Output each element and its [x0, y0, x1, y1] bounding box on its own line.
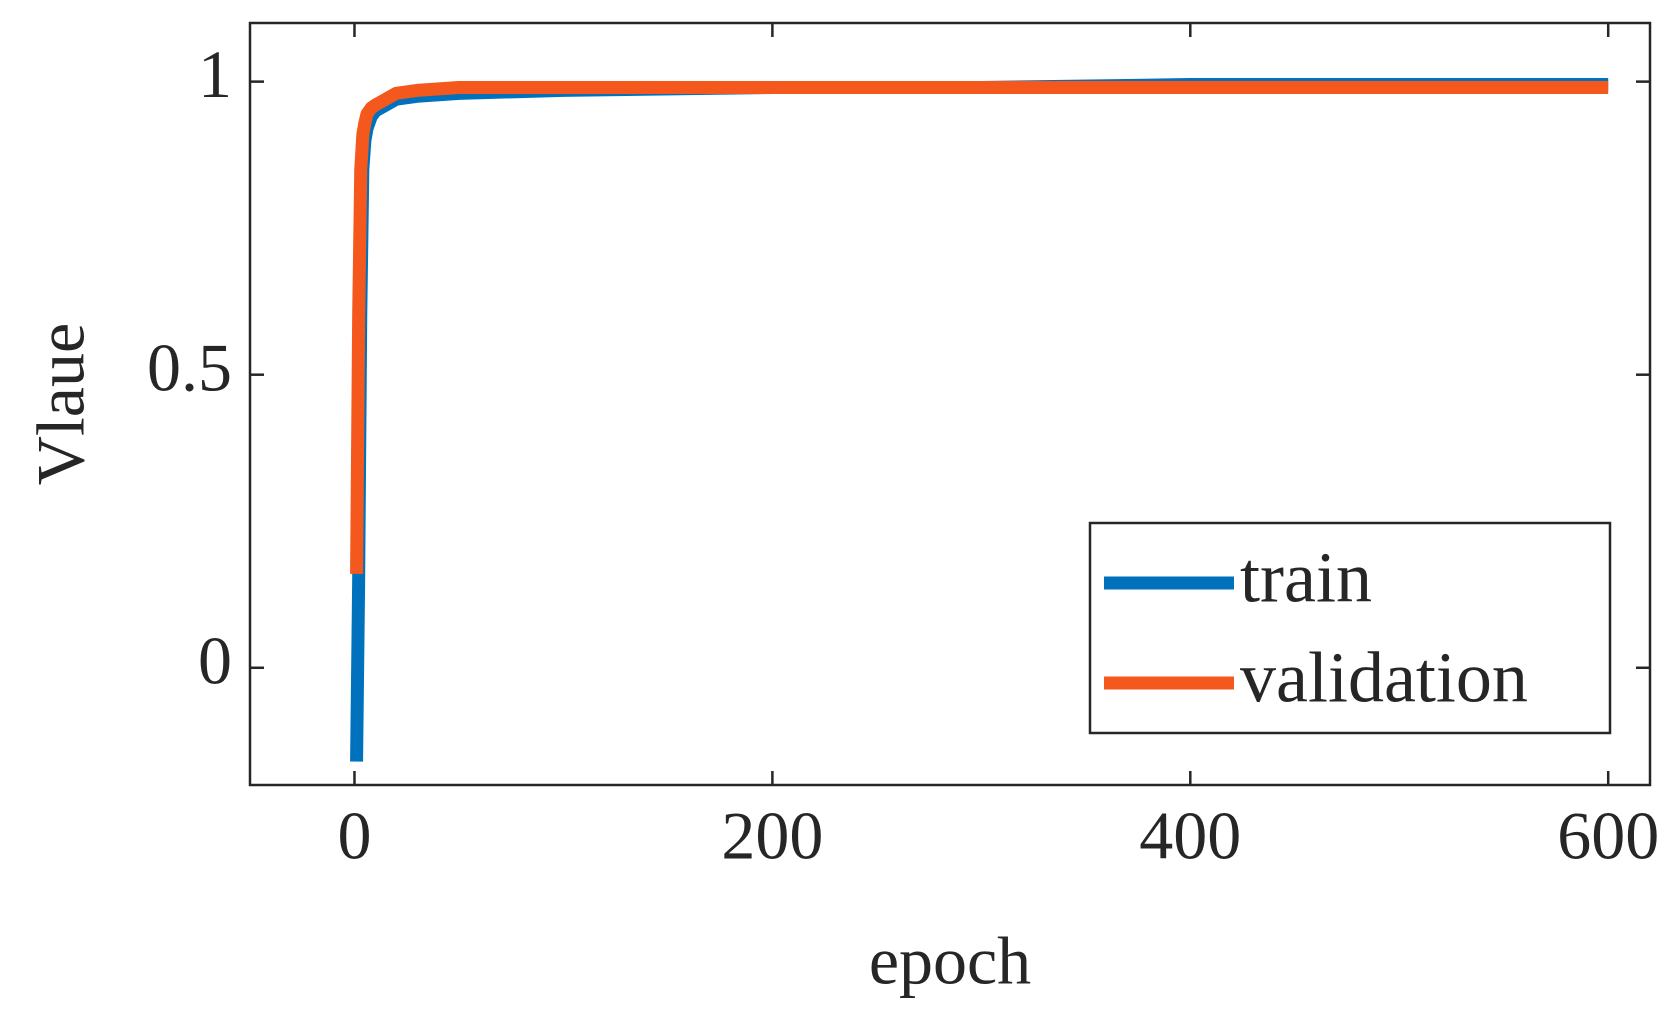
- y-axis-label: Vlaue: [23, 323, 99, 485]
- x-tick-label: 400: [1139, 798, 1241, 874]
- x-axis-label: epoch: [869, 923, 1031, 999]
- series-line: [350, 80, 1609, 575]
- y-tick-label: 0: [198, 622, 232, 698]
- x-tick-label: 200: [721, 798, 823, 874]
- plot-frame: [248, 21, 1652, 787]
- legend-label: train: [1240, 538, 1372, 618]
- x-tick-label: 0: [337, 798, 371, 874]
- y-tick-label: 1: [198, 36, 232, 112]
- x-tick-label: 600: [1557, 798, 1659, 874]
- legend-label: validation: [1240, 638, 1528, 718]
- legend-box: [1088, 521, 1612, 735]
- y-tick-label: 0.5: [147, 329, 232, 405]
